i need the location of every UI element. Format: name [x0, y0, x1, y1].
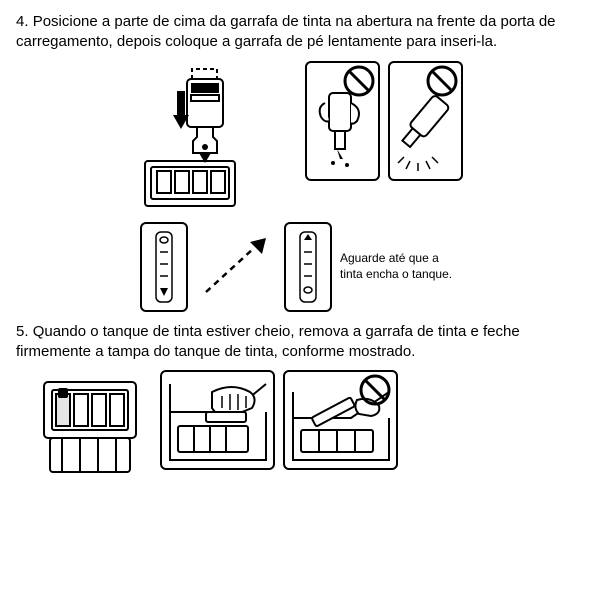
step4-sublabel: Aguarde até que a tinta encha o tanque. [340, 251, 460, 282]
close-lid-correct-panel [160, 370, 275, 470]
step5-number: 5. [16, 323, 29, 340]
prohibit-panel-tilt [388, 61, 463, 181]
step5-instruction: 5. Quando o tanque de tinta estiver chei… [16, 322, 584, 363]
step4-instruction: 4. Posicione a parte de cima da garrafa … [16, 12, 584, 53]
step5-body: Quando o tanque de tinta estiver cheio, … [16, 323, 520, 360]
step4-figure-row1 [16, 61, 584, 216]
bottle-insert-illustration [137, 61, 297, 216]
fill-arrow-icon [196, 232, 276, 302]
tank-full-panel [284, 222, 332, 312]
prohibit-panel-squeeze [305, 61, 380, 181]
tank-unit-illustration [32, 370, 152, 480]
step4-body: Posicione a parte de cima da garrafa de … [16, 13, 556, 50]
tank-empty-panel [140, 222, 188, 312]
close-lid-prohibit-panel [283, 370, 398, 470]
step5-figure-row [16, 370, 584, 480]
step4-number: 4. [16, 13, 29, 30]
step4-figure-row2: Aguarde até que a tinta encha o tanque. [16, 222, 584, 312]
